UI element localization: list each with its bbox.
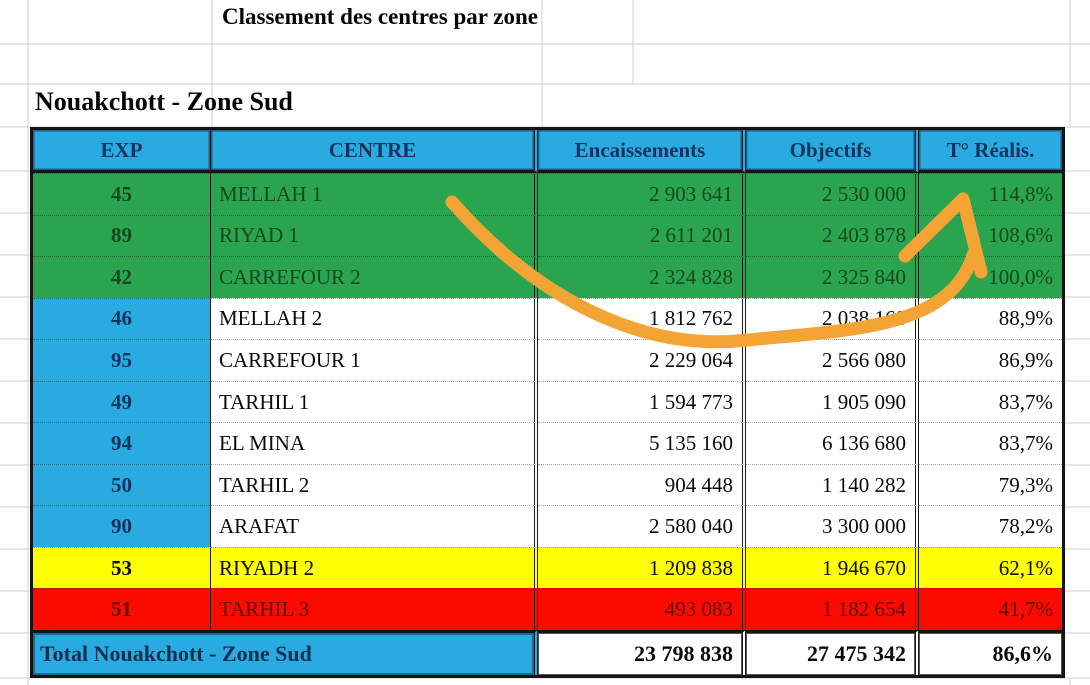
exp-cell[interactable]: 94: [33, 422, 211, 464]
objectifs-cell[interactable]: 6 136 680: [746, 422, 919, 464]
encaissements-cell[interactable]: 2 580 040: [538, 505, 746, 547]
exp-cell[interactable]: 53: [33, 546, 211, 589]
objectifs-cell[interactable]: 1 182 654: [746, 588, 919, 631]
centre-cell[interactable]: MELLAH 2: [211, 297, 538, 340]
encaissements-cell[interactable]: 2 229 064: [538, 339, 746, 381]
centre-cell[interactable]: RIYADH 2: [211, 546, 538, 589]
taux-cell[interactable]: 114,8%: [919, 173, 1062, 215]
objectifs-cell[interactable]: 2 038 168: [746, 297, 919, 340]
table-header-row: EXP CENTRE Encaissements Objectifs T° Ré…: [33, 130, 1062, 173]
column-header-centre[interactable]: CENTRE: [211, 130, 538, 173]
table-row: 89 RIYAD 1 2 611 201 2 403 878 108,6%: [33, 214, 1062, 257]
centre-cell[interactable]: RIYAD 1: [211, 214, 538, 257]
zone-title[interactable]: Nouakchott - Zone Sud: [35, 87, 293, 116]
table-row: 90 ARAFAT 2 580 040 3 300 000 78,2%: [33, 505, 1062, 547]
taux-cell[interactable]: 86,9%: [919, 339, 1062, 381]
table-row: 51 TARHIL 3 493 083 1 182 654 41,7%: [33, 588, 1062, 631]
centre-cell[interactable]: TARHIL 2: [211, 463, 538, 506]
encaissements-cell[interactable]: 2 324 828: [538, 256, 746, 298]
objectifs-cell[interactable]: 3 300 000: [746, 505, 919, 547]
centre-cell[interactable]: CARREFOUR 1: [211, 339, 538, 381]
taux-cell[interactable]: 108,6%: [919, 214, 1062, 257]
exp-cell[interactable]: 42: [33, 256, 211, 298]
encaissements-cell[interactable]: 2 903 641: [538, 173, 746, 215]
total-row: Total Nouakchott - Zone Sud 23 798 838 2…: [33, 630, 1062, 676]
table-row: 53 RIYADH 2 1 209 838 1 946 670 62,1%: [33, 546, 1062, 589]
centre-cell[interactable]: MELLAH 1: [211, 173, 538, 215]
zone-ranking-table: EXP CENTRE Encaissements Objectifs T° Ré…: [30, 127, 1065, 678]
taux-cell[interactable]: 100,0%: [919, 256, 1062, 298]
exp-cell[interactable]: 50: [33, 463, 211, 506]
column-header-taux[interactable]: T° Réalis.: [919, 130, 1062, 173]
total-taux-cell[interactable]: 86,6%: [919, 630, 1062, 676]
table-row: 42 CARREFOUR 2 2 324 828 2 325 840 100,0…: [33, 256, 1062, 298]
taux-cell[interactable]: 83,7%: [919, 380, 1062, 423]
objectifs-cell[interactable]: 1 905 090: [746, 380, 919, 423]
table-row: 50 TARHIL 2 904 448 1 140 282 79,3%: [33, 463, 1062, 506]
encaissements-cell[interactable]: 1 209 838: [538, 546, 746, 589]
page-title[interactable]: Classement des centres par zone: [222, 4, 538, 29]
table-row: 45 MELLAH 1 2 903 641 2 530 000 114,8%: [33, 173, 1062, 215]
encaissements-cell[interactable]: 2 611 201: [538, 214, 746, 257]
taux-cell[interactable]: 62,1%: [919, 546, 1062, 589]
centre-cell[interactable]: EL MINA: [211, 422, 538, 464]
exp-cell[interactable]: 89: [33, 214, 211, 257]
taux-cell[interactable]: 41,7%: [919, 588, 1062, 631]
exp-cell[interactable]: 49: [33, 380, 211, 423]
column-header-exp[interactable]: EXP: [33, 130, 211, 173]
table-row: 94 EL MINA 5 135 160 6 136 680 83,7%: [33, 422, 1062, 464]
objectifs-cell[interactable]: 1 946 670: [746, 546, 919, 589]
total-label-cell[interactable]: Total Nouakchott - Zone Sud: [33, 630, 538, 676]
centre-cell[interactable]: ARAFAT: [211, 505, 538, 547]
objectifs-cell[interactable]: 1 140 282: [746, 463, 919, 506]
table-row: 46 MELLAH 2 1 812 762 2 038 168 88,9%: [33, 297, 1062, 340]
centre-cell[interactable]: TARHIL 3: [211, 588, 538, 631]
objectifs-cell[interactable]: 2 403 878: [746, 214, 919, 257]
centre-cell[interactable]: CARREFOUR 2: [211, 256, 538, 298]
centre-cell[interactable]: TARHIL 1: [211, 380, 538, 423]
column-header-encaissements[interactable]: Encaissements: [538, 130, 746, 173]
column-header-objectifs[interactable]: Objectifs: [746, 130, 919, 173]
encaissements-cell[interactable]: 904 448: [538, 463, 746, 506]
taux-cell[interactable]: 79,3%: [919, 463, 1062, 506]
exp-cell[interactable]: 45: [33, 173, 211, 215]
table-row: 49 TARHIL 1 1 594 773 1 905 090 83,7%: [33, 380, 1062, 423]
exp-cell[interactable]: 95: [33, 339, 211, 381]
encaissements-cell[interactable]: 1 812 762: [538, 297, 746, 340]
objectifs-cell[interactable]: 2 530 000: [746, 173, 919, 215]
exp-cell[interactable]: 90: [33, 505, 211, 547]
table-row: 95 CARREFOUR 1 2 229 064 2 566 080 86,9%: [33, 339, 1062, 381]
exp-cell[interactable]: 46: [33, 297, 211, 340]
objectifs-cell[interactable]: 2 325 840: [746, 256, 919, 298]
taux-cell[interactable]: 88,9%: [919, 297, 1062, 340]
encaissements-cell[interactable]: 5 135 160: [538, 422, 746, 464]
exp-cell[interactable]: 51: [33, 588, 211, 631]
encaissements-cell[interactable]: 493 083: [538, 588, 746, 631]
total-encaissements-cell[interactable]: 23 798 838: [538, 630, 746, 676]
taux-cell[interactable]: 83,7%: [919, 422, 1062, 464]
encaissements-cell[interactable]: 1 594 773: [538, 380, 746, 423]
taux-cell[interactable]: 78,2%: [919, 505, 1062, 547]
total-objectifs-cell[interactable]: 27 475 342: [746, 630, 919, 676]
objectifs-cell[interactable]: 2 566 080: [746, 339, 919, 381]
